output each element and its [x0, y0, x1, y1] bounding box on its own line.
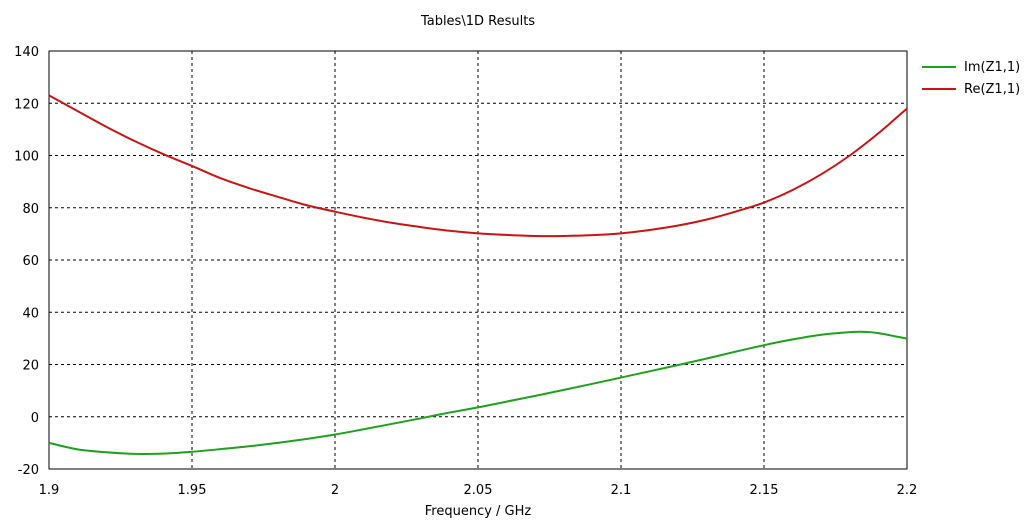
series-line-im — [48, 330, 908, 455]
grid — [49, 51, 907, 469]
y-tick-label: 40 — [22, 306, 39, 321]
legend-swatch-im — [922, 66, 956, 68]
y-tick-label: 120 — [14, 97, 39, 112]
series-line-re — [48, 94, 908, 238]
legend-swatch-re — [922, 88, 956, 90]
legend-label-re: Re(Z1,1) — [964, 81, 1021, 97]
x-axis-ticks: 1.9 1.95 2 2.05 2.1 2.15 2.2 — [39, 483, 918, 498]
series-lines — [48, 94, 908, 455]
x-tick-label: 2.15 — [750, 483, 779, 498]
y-tick-label: -20 — [18, 463, 39, 478]
y-tick-label: 20 — [22, 359, 39, 374]
x-tick-label: 1.95 — [178, 483, 207, 498]
legend-item-re: Re(Z1,1) — [922, 78, 1020, 100]
x-tick-label: 2.2 — [897, 483, 918, 498]
x-tick-label: 1.9 — [39, 483, 60, 498]
y-axis-ticks: -20 0 20 40 60 80 100 120 140 — [14, 45, 39, 478]
x-tick-label: 2.05 — [464, 483, 493, 498]
y-tick-label: 0 — [31, 411, 39, 426]
y-tick-label: 80 — [22, 202, 39, 217]
legend-item-im: Im(Z1,1) — [922, 56, 1020, 78]
chart-title: Tables\1D Results — [420, 14, 536, 29]
y-tick-label: 60 — [22, 254, 39, 269]
x-tick-label: 2.1 — [611, 483, 632, 498]
legend: Im(Z1,1) Re(Z1,1) — [922, 56, 1020, 100]
y-tick-label: 140 — [14, 45, 39, 60]
x-tick-label: 2 — [331, 483, 339, 498]
plot-area-frame — [48, 50, 908, 470]
x-axis-label: Frequency / GHz — [424, 504, 532, 519]
y-tick-label: 100 — [14, 150, 39, 165]
legend-label-im: Im(Z1,1) — [964, 59, 1021, 75]
